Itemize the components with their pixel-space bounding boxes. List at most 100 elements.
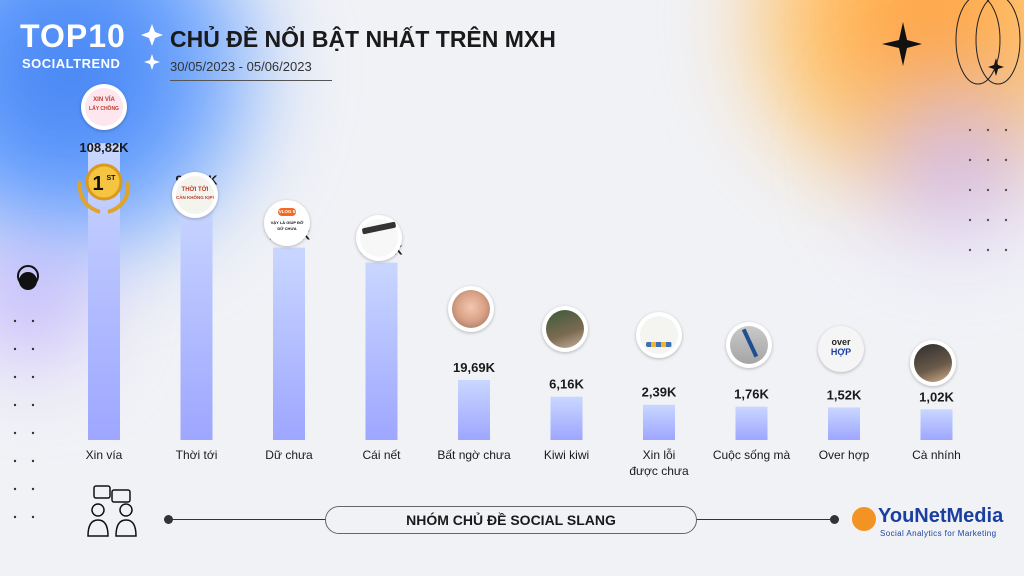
- category-label-5: Bất ngờ chưa: [437, 448, 511, 462]
- dot: [986, 128, 990, 132]
- thumbnail-du-chua: VLOG 5 VẬY LÀ GIÚP ĐỠ DỮ CHƯA: [264, 200, 310, 246]
- bar-6: [550, 396, 583, 440]
- dot: [13, 515, 17, 519]
- dot: [968, 128, 972, 132]
- thumbnail-bat-ngo-chua: [448, 286, 494, 332]
- dot: [13, 459, 17, 463]
- value-label-9: 1,52K: [827, 387, 862, 402]
- footer-line-dot: [164, 515, 173, 524]
- disc-decoration: [19, 272, 37, 290]
- category-label-2: Thời tới: [176, 448, 218, 462]
- dot-grid-decoration: [13, 319, 35, 519]
- ring-decoration: [975, 0, 1021, 85]
- dot: [13, 487, 17, 491]
- thumbnail-ca-nhinh: [910, 340, 956, 386]
- dot: [1004, 128, 1008, 132]
- thumbnail-xin-loi: [636, 312, 682, 358]
- medal-icon: [85, 163, 123, 201]
- dot: [1004, 218, 1008, 222]
- thumb-text: LẤY CHỒNG: [89, 106, 119, 112]
- bar-4: [365, 262, 398, 440]
- bar-9: [828, 407, 860, 440]
- sparkle-icon: [144, 54, 160, 70]
- dot: [986, 218, 990, 222]
- value-label-1: 108,82K: [79, 140, 129, 155]
- star-burst-icon: [882, 22, 922, 66]
- rank-suffix: ST: [107, 175, 117, 182]
- group-label: NHÓM CHỦ ĐỀ SOCIAL SLANG: [325, 506, 697, 534]
- dot: [968, 188, 972, 192]
- thumb-text: CẢN KHÔNG KỊP!: [176, 195, 214, 200]
- thumbnail-cai-net: [356, 215, 402, 261]
- brand-name: YouNetMedia: [878, 505, 1004, 527]
- thumb-text: DỮ CHƯA: [277, 226, 297, 231]
- sparkle-icon: [141, 24, 163, 46]
- dot: [31, 403, 35, 407]
- value-label-5: 19,69K: [453, 360, 496, 375]
- page-title: CHỦ ĐỀ NỔI BẬT NHẤT TRÊN MXH: [170, 26, 556, 52]
- bar-7: [643, 404, 675, 440]
- thumbnail-thoi-toi: THỜI TỚI CẢN KHÔNG KỊP!: [172, 172, 218, 218]
- rank-badge: 1 ST: [77, 163, 131, 214]
- dot: [31, 347, 35, 351]
- thumb-text: XIN VÍA: [93, 97, 115, 103]
- dot: [968, 158, 972, 162]
- dot: [13, 319, 17, 323]
- bar-2: [180, 192, 213, 440]
- bar-5: [458, 379, 490, 440]
- title-underline: [170, 80, 332, 81]
- dot: [31, 487, 35, 491]
- category-label-8: Cuộc sống mà: [713, 448, 791, 462]
- value-label-10: 1,02K: [919, 389, 954, 404]
- bar-10: [920, 409, 953, 440]
- category-label-9: Over hợp: [819, 448, 870, 462]
- thumb-text: VẬY LÀ GIÚP ĐỠ: [270, 220, 304, 225]
- dot: [968, 218, 972, 222]
- category-label-1: Xin vía: [86, 448, 123, 462]
- dot: [13, 403, 17, 407]
- people-chat-icon: [87, 485, 137, 537]
- thumb-text: over: [831, 337, 851, 347]
- dot: [986, 188, 990, 192]
- dot: [1004, 158, 1008, 162]
- thumbnail-over-hop: over HỢP: [818, 326, 864, 372]
- category-label-4: Cái nết: [362, 448, 401, 462]
- date-range: 30/05/2023 - 05/06/2023: [170, 59, 312, 74]
- thumb-text: THỜI TỚI: [181, 187, 209, 193]
- top10-logo: TOP10: [20, 18, 126, 54]
- laurel-icon: [77, 181, 131, 214]
- bar-8: [735, 406, 768, 440]
- bar-3: [273, 247, 305, 440]
- sparkle-icon: [988, 58, 1004, 76]
- younetmedia-logo-icon: [852, 507, 876, 531]
- dot-grid-decoration: [968, 128, 1008, 252]
- thumbnail-cuoc-song-ma: [726, 322, 772, 368]
- dot: [31, 515, 35, 519]
- thumb-text: VLOG 5: [278, 208, 296, 216]
- dot: [31, 459, 35, 463]
- rank-number: 1: [92, 173, 103, 195]
- dot: [986, 158, 990, 162]
- dot: [986, 248, 990, 252]
- thumbnail-kiwi-kiwi: [542, 306, 588, 352]
- thumb-text: HỢP: [830, 347, 852, 357]
- category-label-6: Kiwi kiwi: [544, 448, 589, 462]
- dot: [968, 248, 972, 252]
- background-blob-lilac: [824, 60, 1024, 260]
- socialtrend-logo: SOCIALTREND: [22, 56, 121, 71]
- value-label-6: 6,16K: [549, 377, 584, 392]
- dot: [31, 319, 35, 323]
- dot: [13, 431, 17, 435]
- dot: [31, 375, 35, 379]
- dot: [1004, 248, 1008, 252]
- value-label-7: 2,39K: [642, 385, 677, 400]
- dot: [13, 375, 17, 379]
- dot: [1004, 188, 1008, 192]
- footer-line-dot: [830, 515, 839, 524]
- dot: [31, 431, 35, 435]
- category-label-3: Dữ chưa: [265, 448, 313, 462]
- value-label-8: 1,76K: [734, 387, 769, 402]
